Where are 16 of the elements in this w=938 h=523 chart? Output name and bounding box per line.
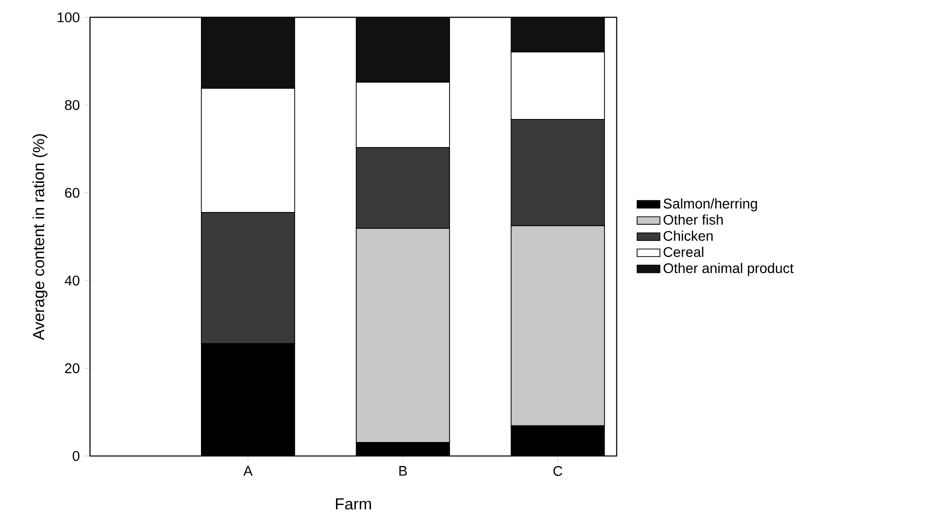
legend-label: Salmon/herring [664, 198, 757, 212]
y-axis-title: Average content in ration (%) [32, 134, 48, 340]
y-tick-label: 60 [65, 188, 80, 198]
legend-label: Chicken [664, 230, 713, 241]
x-tick-label: A [243, 466, 253, 476]
y-tick-label: 80 [65, 100, 80, 110]
y-tick-label: 20 [65, 363, 80, 374]
legend-label: Cereal [664, 246, 704, 258]
legend-label: Other fish [664, 214, 723, 225]
y-tick-label: 0 [72, 451, 80, 461]
y-tick-label: 100 [58, 12, 80, 22]
x-axis-title: Farm [336, 498, 371, 510]
x-tick-label: B [399, 466, 407, 476]
x-tick-label: C [553, 466, 562, 476]
legend-label: Other animal product [664, 262, 794, 276]
y-tick-label: 40 [64, 276, 80, 286]
